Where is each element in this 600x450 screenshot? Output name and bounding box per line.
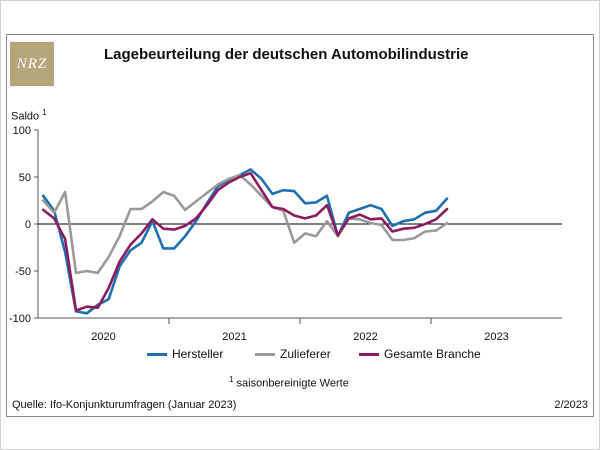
y-tick-label: -50: [15, 266, 31, 278]
x-tick-label: 2023: [484, 331, 508, 343]
source-note: Quelle: Ifo-Konjunkturumfragen (Januar 2…: [12, 399, 237, 411]
series-line-hersteller: [41, 168, 449, 315]
legend-item-zulieferer: Zulieferer: [255, 347, 331, 361]
y-tick-label: 100: [13, 125, 31, 137]
series-line-gesamte-branche: [41, 171, 449, 312]
x-tick-label: 2020: [91, 331, 115, 343]
issue-number: 2/2023: [554, 399, 588, 411]
plot-area: 100 50 0 -50 -100 2020 2021 2022 2023: [9, 125, 562, 343]
chart-box: [6, 34, 594, 417]
legend-item-gesamte-branche: Gesamte Branche: [359, 347, 481, 361]
legend-swatch-gesamte-branche: [359, 352, 379, 356]
y-tick-label: 0: [25, 219, 31, 231]
x-tick-label: 2022: [353, 331, 377, 343]
footnote-mark: 1: [229, 375, 234, 384]
legend-label-gesamte-branche: Gesamte Branche: [384, 347, 481, 361]
legend-label-zulieferer: Zulieferer: [280, 347, 331, 361]
y-axis-footnote-mark: 1: [42, 108, 47, 117]
logo-text: NRZ: [16, 55, 48, 72]
footnote: 1 saisonbereinigte Werte: [229, 375, 349, 390]
legend-label-hersteller: Hersteller: [172, 347, 224, 361]
legend-item-hersteller: Hersteller: [147, 347, 223, 361]
chart-title: Lagebeurteilung der deutschen Automobili…: [104, 46, 469, 63]
series-line-zulieferer: [41, 173, 449, 275]
y-tick-label: 50: [19, 172, 31, 184]
y-axis-label: Saldo 1: [11, 108, 47, 123]
nrz-logo: NRZ: [10, 42, 54, 86]
legend-swatch-hersteller: [147, 352, 167, 356]
y-axis-label-text: Saldo: [11, 110, 40, 123]
legend-swatch-zulieferer: [255, 352, 275, 356]
footnote-text: saisonbereinigte Werte: [236, 377, 349, 390]
x-tick-label: 2021: [222, 331, 246, 343]
y-tick-label: -100: [9, 313, 31, 325]
